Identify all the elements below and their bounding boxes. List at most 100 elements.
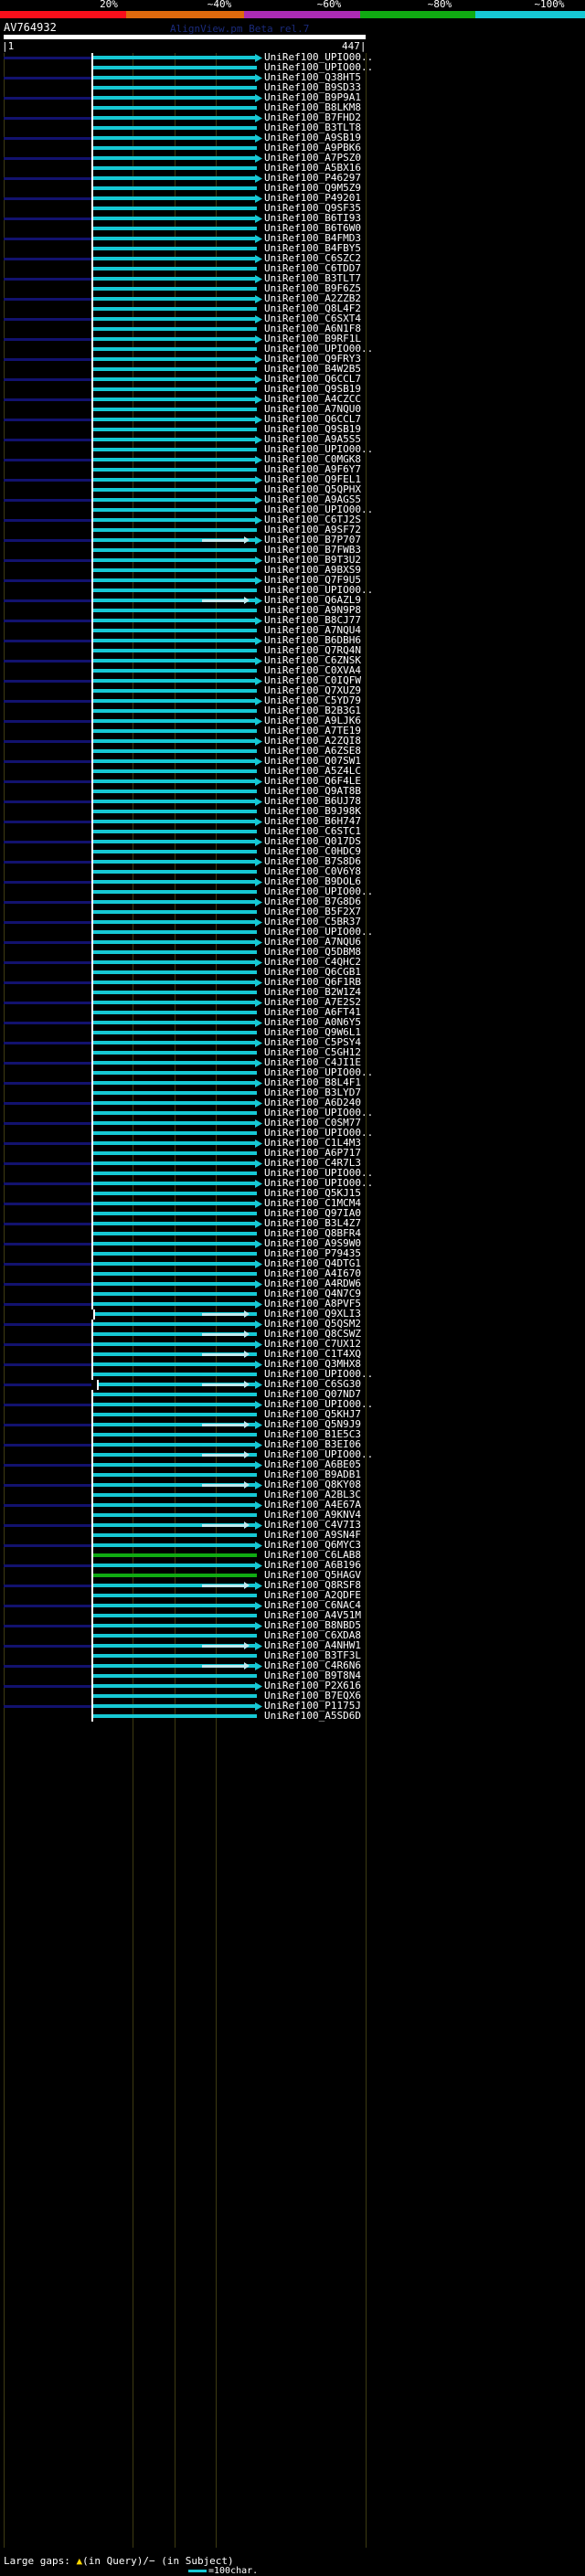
subject-id-label[interactable]: UniRef100_B2B3G1 xyxy=(264,705,361,716)
subject-id-label[interactable]: UniRef100_A4CZCC xyxy=(264,393,361,405)
hsp-bar[interactable] xyxy=(91,800,257,803)
alignment-row[interactable]: UniRef100_A9AGS5 xyxy=(0,493,585,505)
hsp-bar[interactable] xyxy=(91,1262,257,1266)
alignment-row[interactable]: UniRef100_Q5N9J9 xyxy=(0,1418,585,1430)
hsp-bar[interactable] xyxy=(91,991,257,994)
alignment-row[interactable]: UniRef100_Q38HT5 xyxy=(0,71,585,83)
hsp-bar[interactable] xyxy=(91,1051,257,1055)
alignment-row[interactable]: UniRef100_C5GH12 xyxy=(0,1046,585,1058)
hsp-bar[interactable] xyxy=(91,166,257,170)
hsp-bar[interactable] xyxy=(91,438,257,441)
hsp-bar[interactable] xyxy=(91,347,257,351)
alignment-row[interactable]: UniRef100_A9SF72 xyxy=(0,524,585,535)
alignment-row[interactable]: UniRef100_B7FHD2 xyxy=(0,111,585,123)
subject-id-label[interactable]: UniRef100_B3LYD7 xyxy=(264,1087,361,1098)
alignment-row[interactable]: UniRef100_B3TF3L xyxy=(0,1649,585,1661)
alignment-row[interactable]: UniRef100_A7NQU4 xyxy=(0,624,585,636)
alignment-row[interactable]: UniRef100_Q9FEL1 xyxy=(0,473,585,485)
alignment-row[interactable]: UniRef100_C6SZC2 xyxy=(0,252,585,264)
hsp-bar[interactable] xyxy=(91,1001,257,1004)
subject-id-label[interactable]: UniRef100_A4I670 xyxy=(264,1267,361,1279)
hsp-bar[interactable] xyxy=(91,900,257,904)
hsp-bar[interactable] xyxy=(91,1564,257,1567)
hsp-bar[interactable] xyxy=(91,207,257,210)
hsp-bar[interactable] xyxy=(91,1433,257,1436)
hsp-bar[interactable] xyxy=(91,860,257,864)
alignment-row[interactable]: UniRef100_UPIO00.. xyxy=(0,1398,585,1410)
hsp-bar[interactable] xyxy=(91,1131,257,1135)
alignment-row[interactable]: UniRef100_A9KNV4 xyxy=(0,1509,585,1521)
hsp-bar[interactable] xyxy=(91,1584,257,1587)
subject-id-label[interactable]: UniRef100_Q5N9J9 xyxy=(264,1418,361,1430)
subject-id-label[interactable]: UniRef100_C1MCM4 xyxy=(264,1197,361,1209)
hsp-bar[interactable] xyxy=(91,1252,257,1256)
subject-id-label[interactable]: UniRef100_Q7F9U5 xyxy=(264,574,361,586)
subject-id-label[interactable]: UniRef100_UPIO00.. xyxy=(264,1368,374,1380)
subject-id-label[interactable]: UniRef100_B6TI93 xyxy=(264,212,361,224)
subject-id-label[interactable]: UniRef100_UPIO00.. xyxy=(264,51,374,63)
subject-id-label[interactable]: UniRef100_C0XVA4 xyxy=(264,664,361,676)
subject-id-label[interactable]: UniRef100_C0IQFW xyxy=(264,674,361,686)
alignment-row[interactable]: UniRef100_Q4DTG1 xyxy=(0,1257,585,1269)
hsp-bar[interactable] xyxy=(91,1352,257,1356)
alignment-row[interactable]: UniRef100_A7PSZ0 xyxy=(0,152,585,164)
hsp-bar[interactable] xyxy=(91,1694,257,1698)
hsp-bar[interactable] xyxy=(91,1091,257,1095)
alignment-row[interactable]: UniRef100_C5PSY4 xyxy=(0,1036,585,1048)
subject-id-label[interactable]: UniRef100_A2ZZB2 xyxy=(264,292,361,304)
hsp-bar[interactable] xyxy=(91,1272,257,1276)
hsp-bar[interactable] xyxy=(91,398,257,401)
subject-id-label[interactable]: UniRef100_A7TE19 xyxy=(264,725,361,737)
alignment-row[interactable]: UniRef100_A4I670 xyxy=(0,1267,585,1279)
subject-id-label[interactable]: UniRef100_Q6CGB1 xyxy=(264,966,361,978)
alignment-row[interactable]: UniRef100_C0SM77 xyxy=(0,1117,585,1129)
alignment-row[interactable]: UniRef100_A7TE19 xyxy=(0,725,585,737)
hsp-bar[interactable] xyxy=(91,488,257,492)
alignment-row[interactable]: UniRef100_UPIO00.. xyxy=(0,1127,585,1139)
subject-id-label[interactable]: UniRef100_Q8CSWZ xyxy=(264,1328,361,1340)
alignment-row[interactable]: UniRef100_UPIO00.. xyxy=(0,51,585,63)
alignment-row[interactable]: UniRef100_C0HDC9 xyxy=(0,845,585,857)
alignment-row[interactable]: UniRef100_A9N9P8 xyxy=(0,604,585,616)
hsp-bar[interactable] xyxy=(91,1594,257,1597)
hsp-bar[interactable] xyxy=(91,1292,257,1296)
alignment-row[interactable]: UniRef100_Q9W6L1 xyxy=(0,1026,585,1038)
hsp-bar[interactable] xyxy=(91,1493,257,1497)
hsp-bar[interactable] xyxy=(91,1282,257,1286)
alignment-row[interactable]: UniRef100_P79435 xyxy=(0,1247,585,1259)
hsp-bar[interactable] xyxy=(91,237,257,240)
subject-id-label[interactable]: UniRef100_B8CJ77 xyxy=(264,614,361,626)
hsp-bar[interactable] xyxy=(91,930,257,934)
subject-id-label[interactable]: UniRef100_B6H747 xyxy=(264,815,361,827)
subject-id-label[interactable]: UniRef100_C5PSY4 xyxy=(264,1036,361,1048)
subject-id-label[interactable]: UniRef100_A0N6Y5 xyxy=(264,1016,361,1028)
hsp-bar[interactable] xyxy=(91,820,257,823)
subject-id-label[interactable]: UniRef100_Q6AZL9 xyxy=(264,594,361,606)
hsp-bar[interactable] xyxy=(91,1644,257,1648)
hsp-bar[interactable] xyxy=(91,699,257,703)
hsp-bar[interactable] xyxy=(91,56,257,59)
subject-id-label[interactable]: UniRef100_B7FWB3 xyxy=(264,544,361,556)
hsp-bar[interactable] xyxy=(91,1373,257,1376)
subject-id-label[interactable]: UniRef100_A9S9W0 xyxy=(264,1237,361,1249)
alignment-row[interactable]: UniRef100_A9BXS9 xyxy=(0,564,585,576)
hsp-bar[interactable] xyxy=(91,448,257,451)
alignment-row[interactable]: UniRef100_B9J98K xyxy=(0,805,585,817)
hsp-bar[interactable] xyxy=(91,810,257,813)
subject-id-label[interactable]: UniRef100_A2BL3C xyxy=(264,1489,361,1500)
hsp-bar[interactable] xyxy=(91,528,257,532)
alignment-row[interactable]: UniRef100_B7EQX6 xyxy=(0,1690,585,1701)
subject-id-label[interactable]: UniRef100_UPIO00.. xyxy=(264,926,374,938)
alignment-row[interactable]: UniRef100_Q5QSM2 xyxy=(0,1318,585,1330)
hsp-bar[interactable] xyxy=(91,1101,257,1105)
hsp-bar[interactable] xyxy=(91,910,257,914)
subject-id-label[interactable]: UniRef100_Q5QPHX xyxy=(264,483,361,495)
alignment-row[interactable]: UniRef100_B9RF1L xyxy=(0,333,585,345)
hsp-bar[interactable] xyxy=(91,478,257,482)
hsp-bar[interactable] xyxy=(91,779,257,783)
subject-id-label[interactable]: UniRef100_Q9FRY3 xyxy=(264,353,361,365)
subject-id-label[interactable]: UniRef100_A9AGS5 xyxy=(264,493,361,505)
alignment-row[interactable]: UniRef100_B7G8D6 xyxy=(0,896,585,907)
alignment-row[interactable]: UniRef100_A6B196 xyxy=(0,1559,585,1571)
hsp-bar[interactable] xyxy=(91,267,257,270)
